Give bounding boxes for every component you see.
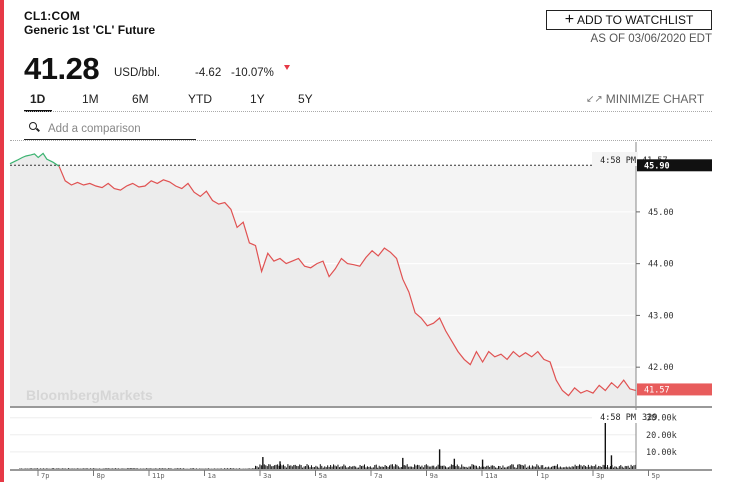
down-arrow-icon <box>284 65 290 70</box>
volume-hover-time: 4:58 PM <box>600 413 636 423</box>
tab-ytd[interactable]: YTD <box>188 92 212 106</box>
y-tick-label: 43.00 <box>648 311 674 321</box>
volume-bars <box>19 415 637 469</box>
x-tick-label: 1a <box>208 472 216 480</box>
minimize-chart-label: MINIMIZE CHART <box>605 92 705 106</box>
x-tick-label: 11p <box>152 472 165 480</box>
y-tick-label: 44.00 <box>648 260 674 270</box>
last-price-axis-value: 41.57 <box>644 385 670 395</box>
previous-close-badge <box>637 159 712 172</box>
x-tick-label: 5a <box>319 472 327 480</box>
x-tick-label: 7a <box>374 472 382 480</box>
y-tick-label: 45.00 <box>648 208 674 218</box>
hover-time: 4:58 PM <box>600 156 636 166</box>
hover-time-box <box>592 152 638 166</box>
price-area <box>10 153 636 406</box>
volume-hover-value: 329 <box>642 413 657 423</box>
x-tick-label: 3p <box>596 472 604 480</box>
x-tick-label: 1p <box>541 472 549 480</box>
chart-top-divider <box>10 140 712 141</box>
last-price-badge <box>637 383 712 396</box>
price-unit: USD/bbl. <box>114 67 161 79</box>
tab-6m[interactable]: 6M <box>132 92 149 106</box>
plus-icon: + <box>564 11 575 28</box>
volume-tick-label: 30.00k <box>646 414 677 424</box>
comparison-search <box>24 117 198 140</box>
x-tick-label: 11a <box>485 472 498 480</box>
price-change-percent: -10.07% <box>231 67 274 79</box>
x-tick-label: 3a <box>263 472 271 480</box>
ticker-symbol: CL1:COM <box>24 9 81 23</box>
add-to-watchlist-button[interactable]: + ADD TO WATCHLIST <box>546 10 712 30</box>
previous-close-value: 45.90 <box>644 161 670 171</box>
tab-5y[interactable]: 5Y <box>298 92 313 106</box>
tab-1d[interactable]: 1D <box>30 92 46 106</box>
comparison-input[interactable] <box>46 119 198 139</box>
price-line-up <box>9 152 60 167</box>
tab-1m[interactable]: 1M <box>82 92 99 106</box>
accent-bar <box>0 0 4 482</box>
x-tick-label: 5p <box>652 472 660 480</box>
tabs-divider <box>24 111 712 112</box>
minimize-icon: ↙↗ <box>586 93 603 105</box>
x-tick-label: 7p <box>41 472 49 480</box>
instrument-name: Generic 1st 'CL' Future <box>24 23 156 37</box>
x-tick-label: 9a <box>430 472 438 480</box>
last-price: 41.28 <box>24 51 100 86</box>
add-to-watchlist-label: ADD TO WATCHLIST <box>577 13 694 27</box>
volume-tick-label: 20.00k <box>646 431 677 441</box>
search-icon <box>29 122 37 130</box>
price-change: -4.62 <box>195 67 222 79</box>
y-tick-label: 42.00 <box>648 363 674 373</box>
x-tick-label: 8p <box>97 472 105 480</box>
price-line-down <box>58 166 637 397</box>
watermark: BloombergMarkets <box>26 387 153 403</box>
minimize-chart-button[interactable]: ↙↗ MINIMIZE CHART <box>586 92 704 106</box>
volume-hover-time-box <box>592 410 638 423</box>
volume-tick-label: 10.00k <box>646 448 677 458</box>
tab-1y[interactable]: 1Y <box>250 92 265 106</box>
as-of-date: AS OF 03/06/2020 EDT <box>590 33 712 45</box>
